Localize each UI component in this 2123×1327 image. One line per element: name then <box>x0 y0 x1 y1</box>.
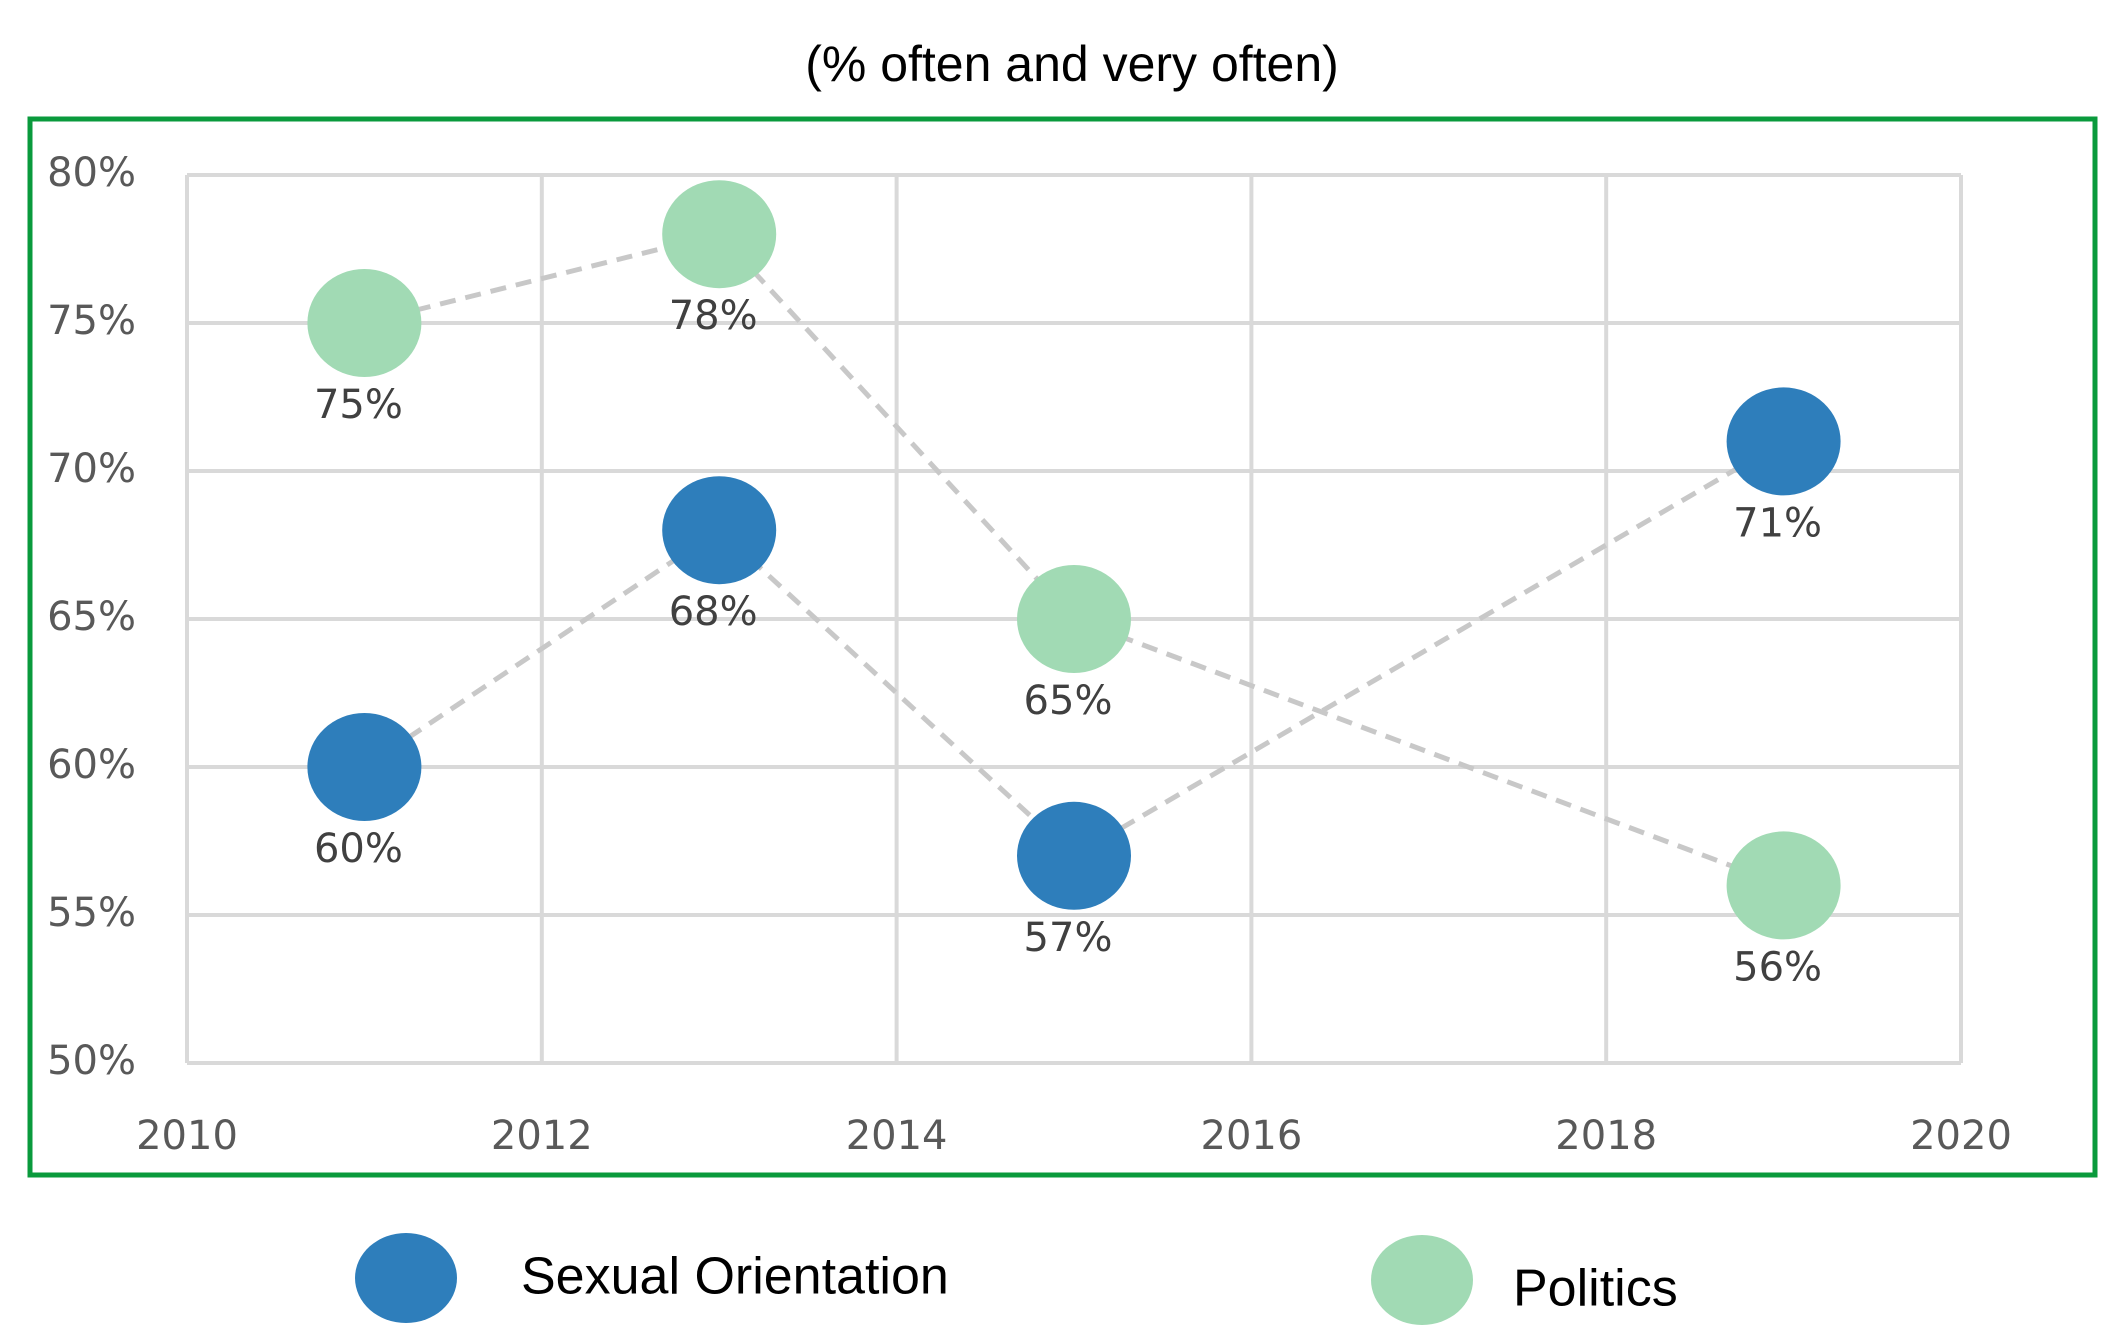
x-tick-label: 2012 <box>491 1113 593 1159</box>
data-label: 75% <box>314 382 403 428</box>
x-tick-label: 2016 <box>1201 1113 1303 1159</box>
y-tick-label: 50% <box>47 1038 136 1084</box>
data-point <box>1017 801 1131 910</box>
x-tick-label: 2010 <box>136 1113 238 1159</box>
y-tick-label: 70% <box>47 446 136 492</box>
y-tick-label: 80% <box>47 150 136 196</box>
legend-label: Sexual Orientation <box>521 1248 949 1306</box>
legend-label: Politics <box>1513 1260 1678 1318</box>
data-point <box>1726 387 1841 496</box>
data-point <box>662 476 777 585</box>
y-tick-label: 60% <box>47 742 136 788</box>
data-label: 65% <box>1024 678 1113 724</box>
data-point <box>307 269 422 377</box>
series-line <box>363 439 1785 859</box>
data-point <box>1726 831 1841 940</box>
legend-swatch <box>1371 1235 1473 1325</box>
y-tick-label: 65% <box>47 594 136 640</box>
data-label: 71% <box>1733 500 1822 546</box>
y-tick-label: 75% <box>47 298 136 344</box>
data-label: 78% <box>669 293 758 339</box>
data-label: 68% <box>669 589 758 635</box>
data-point <box>307 713 422 821</box>
y-tick-label: 55% <box>47 890 136 936</box>
legend-swatch <box>355 1233 457 1323</box>
x-tick-label: 2018 <box>1555 1113 1657 1159</box>
chart-frame <box>27 116 2098 1178</box>
x-tick-label: 2014 <box>846 1113 948 1159</box>
data-point <box>1017 565 1131 673</box>
chart-title: (% often and very often) <box>805 36 1339 92</box>
x-tick-label: 2020 <box>1910 1113 2012 1159</box>
data-label: 60% <box>314 826 403 872</box>
data-label: 56% <box>1733 944 1822 990</box>
series-line <box>363 231 1785 888</box>
data-point <box>662 180 777 289</box>
data-label: 57% <box>1024 915 1113 961</box>
